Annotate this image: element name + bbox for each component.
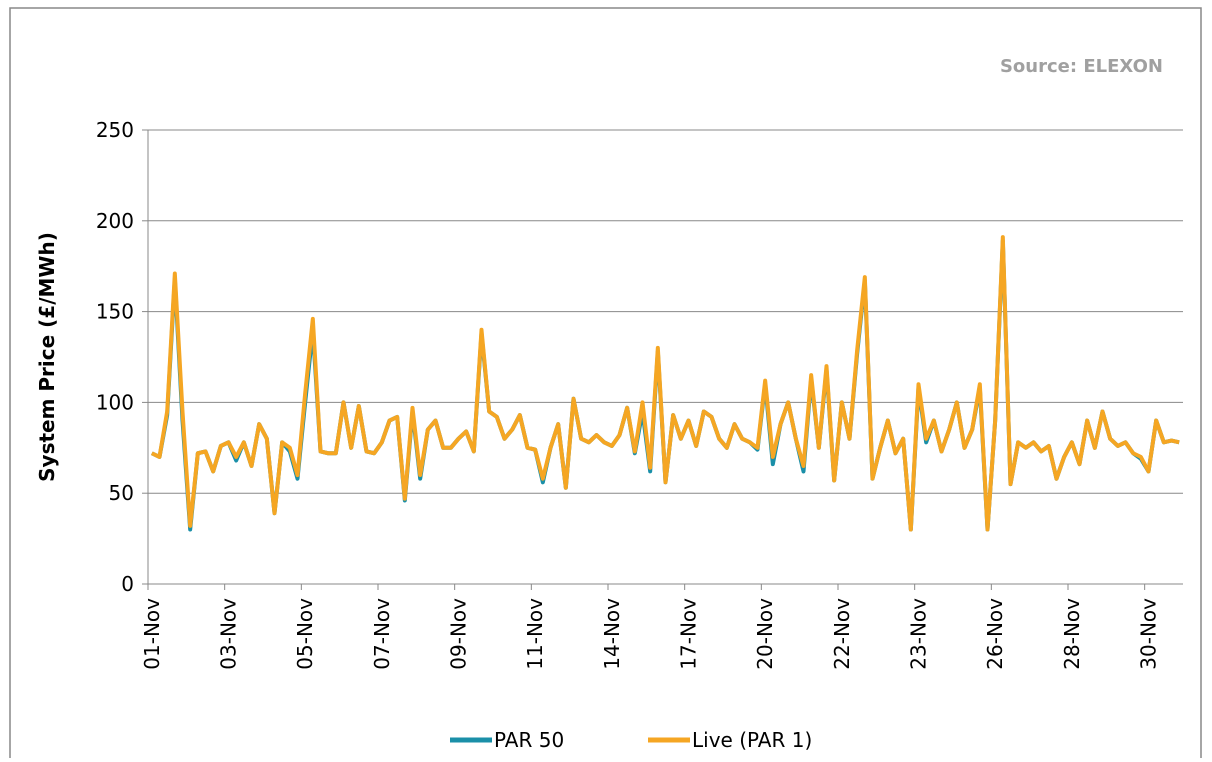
chart-frame: [9, 7, 1202, 762]
x-tick-label: 11-Nov: [523, 598, 547, 670]
x-tick-label: 28-Nov: [1060, 598, 1084, 670]
x-tick-label: 01-Nov: [140, 598, 164, 670]
y-tick-label: 100: [96, 390, 134, 414]
legend-label: Live (PAR 1): [692, 728, 812, 752]
x-tick-label: 09-Nov: [447, 598, 471, 670]
y-axis-label: System Price (£/MWh): [35, 232, 59, 482]
x-tick-label: 14-Nov: [600, 598, 624, 670]
x-tick-label: 26-Nov: [983, 598, 1007, 670]
x-tick-label: 30-Nov: [1137, 598, 1161, 670]
x-tick-label: 05-Nov: [293, 598, 317, 670]
x-tick-label: 23-Nov: [907, 598, 931, 670]
legend-label: PAR 50: [494, 728, 564, 752]
y-tick-label: 250: [96, 118, 134, 142]
x-tick-label: 20-Nov: [753, 598, 777, 670]
source-note: Source: ELEXON: [1000, 56, 1163, 77]
y-tick-label: 50: [109, 481, 134, 505]
x-tick-label: 17-Nov: [677, 598, 701, 670]
y-tick-label: 150: [96, 300, 134, 324]
y-tick-label: 200: [96, 209, 134, 233]
x-tick-label: 22-Nov: [830, 598, 854, 670]
x-tick-label: 03-Nov: [217, 598, 241, 670]
series-line: [150, 235, 1180, 532]
y-tick-label: 0: [121, 572, 134, 596]
x-tick-label: 07-Nov: [370, 598, 394, 670]
